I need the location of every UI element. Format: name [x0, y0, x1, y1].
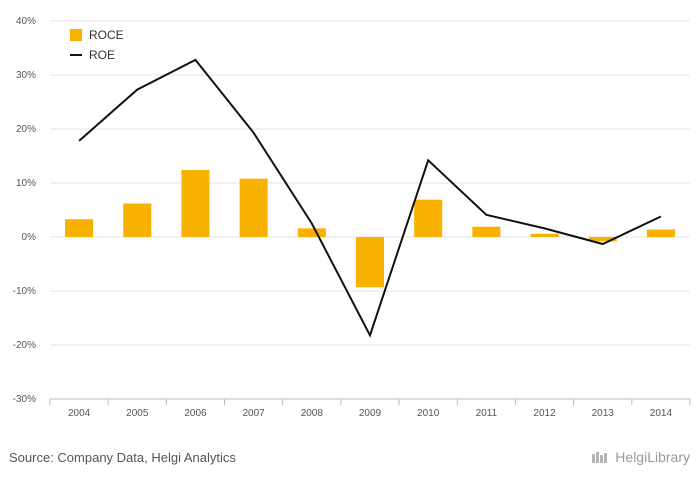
- y-tick-label: 40%: [16, 16, 36, 27]
- roce-bar: [588, 237, 617, 242]
- y-tick-label: 20%: [16, 124, 36, 135]
- roe-line: [78, 58, 662, 338]
- roce-bar: [646, 229, 675, 237]
- x-tick-label: 2008: [301, 408, 324, 419]
- y-tick-label: 0%: [22, 232, 37, 243]
- x-tick-label: 2012: [533, 408, 556, 419]
- x-tick-label: 2007: [243, 408, 266, 419]
- x-tick-label: 2011: [476, 408, 498, 419]
- roce-bar: [414, 199, 443, 237]
- legend-roe-label: ROE: [89, 48, 115, 62]
- x-tick-label: 2010: [417, 408, 440, 419]
- y-tick-label: 30%: [16, 70, 36, 81]
- roce-bar: [530, 233, 559, 237]
- x-tick-label: 2005: [126, 408, 149, 419]
- x-tick-label: 2006: [184, 408, 207, 419]
- brand-name: HelgiLibrary: [615, 449, 690, 465]
- roce-bar: [297, 228, 326, 237]
- x-tick-label: 2013: [592, 408, 615, 419]
- roce-bar: [65, 219, 94, 237]
- y-tick-label: 10%: [16, 178, 36, 189]
- legend-roce-label: ROCE: [89, 28, 124, 42]
- roce-bar: [181, 170, 210, 237]
- gridlines: [50, 20, 690, 400]
- y-tick-label: -20%: [13, 340, 36, 351]
- x-tick-label: 2014: [650, 408, 673, 419]
- x-tick-label: 2004: [68, 408, 91, 419]
- roce-bar: [356, 237, 384, 288]
- library-icon: [592, 452, 608, 463]
- y-tick-label: -10%: [13, 286, 36, 297]
- y-tick-label: -30%: [13, 394, 36, 405]
- roce-bar: [472, 226, 501, 237]
- roce-bar: [239, 178, 268, 237]
- brand-logo: HelgiLibrary: [591, 449, 690, 465]
- roe-line-group: [78, 58, 662, 338]
- x-tick-label: 2009: [359, 408, 382, 419]
- source-note: Source: Company Data, Helgi Analytics: [9, 450, 236, 465]
- roce-bar: [123, 203, 152, 237]
- legend: ROCE ROE: [70, 28, 124, 62]
- x-axis: 2004 2005 2006 2007 2008 2009 2010 2011 2012 2013…: [49, 398, 691, 419]
- legend-roce-swatch: [70, 29, 82, 41]
- chart: -30%-20%-10%0%10%20%30%40% 2004 2005 2006 2…: [13, 16, 691, 419]
- roce-bars: [65, 170, 675, 288]
- y-axis: -30% -20% -10% 0% 10% 20% 30% 40%: [13, 16, 36, 405]
